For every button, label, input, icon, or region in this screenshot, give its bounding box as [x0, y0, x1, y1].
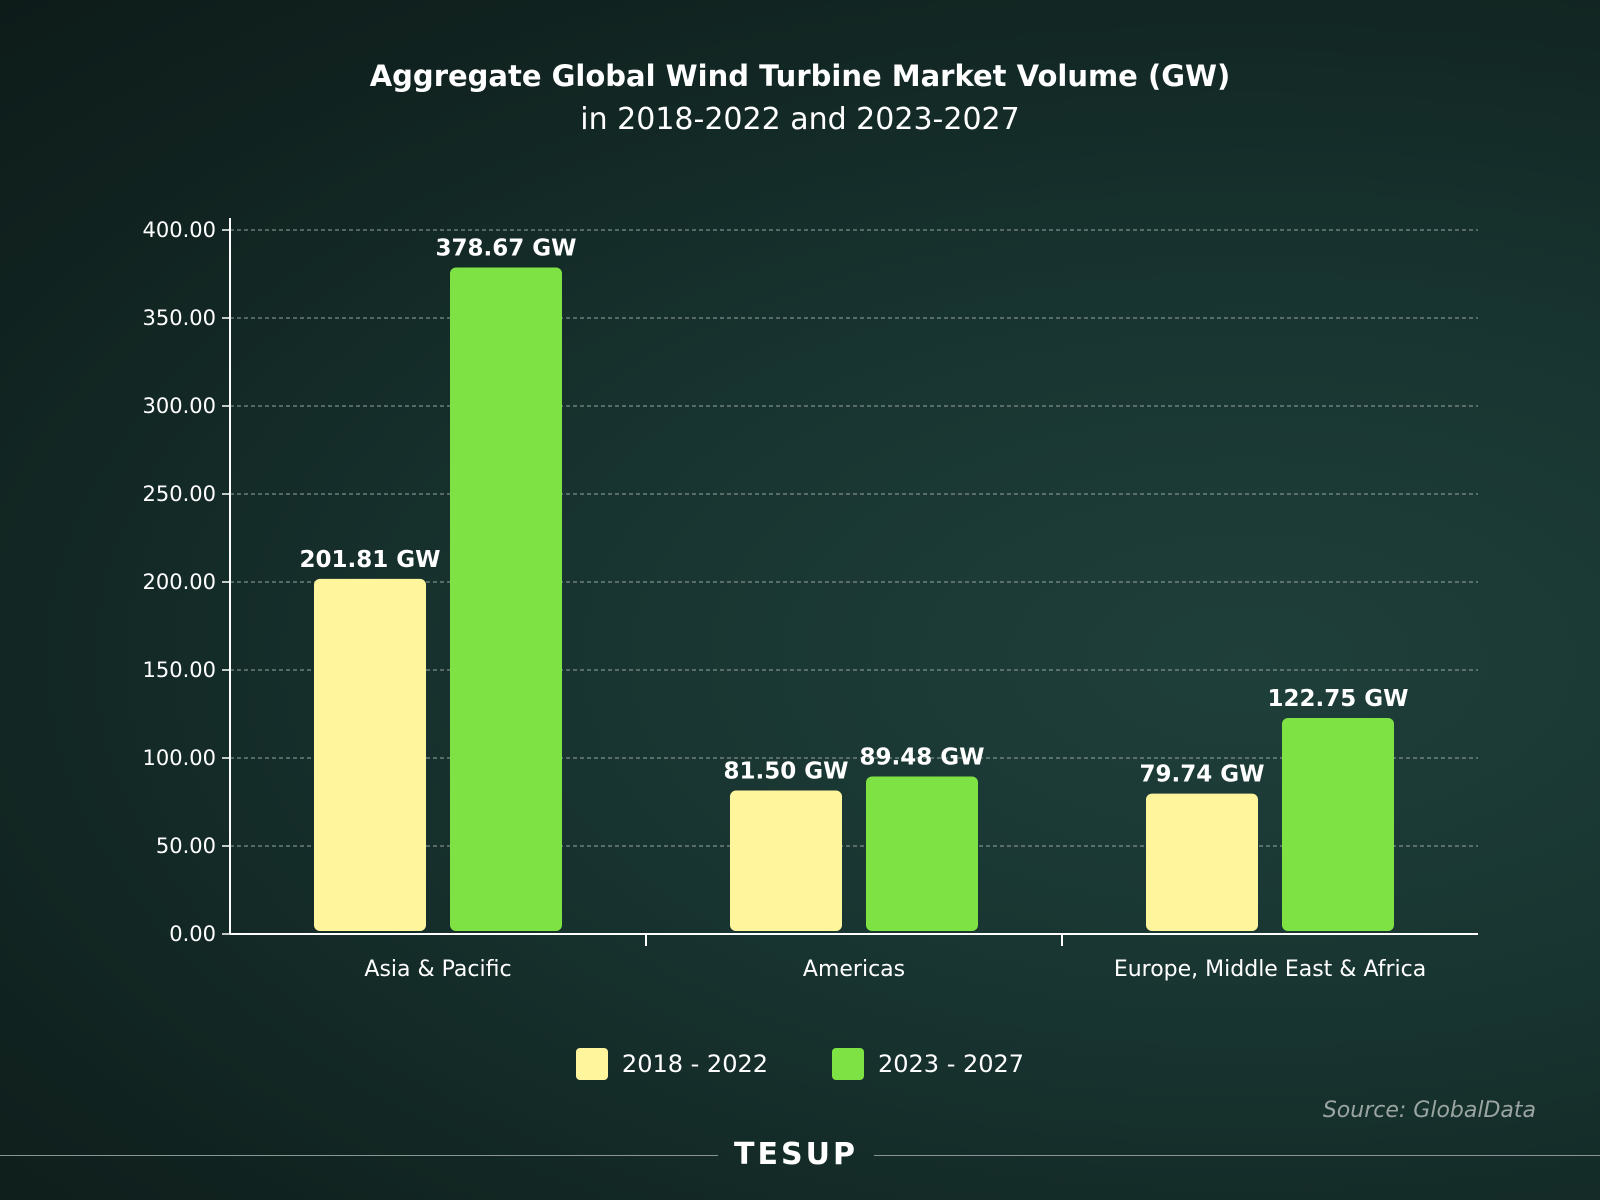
- category-label: Americas: [803, 957, 905, 982]
- grid-lines: [222, 229, 1478, 935]
- data-labels: 201.81 GW 378.67 GW 81.50 GW 89.48 GW 79.74 …: [299, 236, 1408, 788]
- data-label: 79.74 GW: [1139, 762, 1264, 788]
- y-tick-label: 300.00: [143, 394, 216, 418]
- y-tick-label: 400.00: [143, 218, 216, 242]
- legend-label-series-1: 2018 - 2022: [621, 1050, 768, 1078]
- y-tick-label: 250.00: [143, 482, 216, 506]
- legend-swatch-series-2: [832, 1048, 864, 1080]
- y-tick-label: 350.00: [143, 306, 216, 330]
- chart-subtitle: in 2018-2022 and 2023-2027: [580, 102, 1020, 137]
- bar-series-1-cat-3[interactable]: [1146, 793, 1258, 931]
- data-label: 201.81 GW: [299, 547, 440, 573]
- data-label: 89.48 GW: [859, 745, 984, 771]
- legend-item-series-1[interactable]: 2018 - 2022: [575, 1048, 768, 1080]
- category-label: Asia & Pacific: [364, 957, 511, 982]
- bar-series-1-cat-1[interactable]: [314, 578, 426, 931]
- axes: [229, 218, 1478, 946]
- footer-divider-left: [0, 1155, 718, 1156]
- brand-logo: TESUP: [734, 1137, 858, 1172]
- bar-series-2-cat-3[interactable]: [1282, 717, 1394, 931]
- source-note: Source: GlobalData: [1322, 1098, 1536, 1123]
- bar-chart: 0.00 50.00 100.00 150.00 200.00 250.00 300.00 3…: [143, 218, 1478, 982]
- title-block: Aggregate Global Wind Turbine Market Vol…: [0, 52, 1600, 140]
- y-tick-label: 0.00: [169, 922, 216, 946]
- footer-divider-right: [874, 1155, 1600, 1156]
- chart-title: Aggregate Global Wind Turbine Market Vol…: [369, 59, 1231, 93]
- data-label: 378.67 GW: [435, 236, 576, 262]
- data-label: 122.75 GW: [1267, 686, 1408, 712]
- legend-label-series-2: 2023 - 2027: [878, 1050, 1025, 1078]
- bars: [314, 267, 1394, 932]
- y-axis-tick-labels: 0.00 50.00 100.00 150.00 200.00 250.00 300.00 3…: [143, 218, 216, 946]
- x-axis-category-labels: Asia & Pacific Americas Europe, Middle Eas…: [364, 957, 1426, 982]
- legend: 2018 - 2022 2023 - 2027: [0, 1048, 1600, 1080]
- y-tick-label: 200.00: [143, 570, 216, 594]
- category-label: Europe, Middle East & Africa: [1114, 957, 1426, 982]
- legend-item-series-2[interactable]: 2023 - 2027: [832, 1048, 1024, 1080]
- y-tick-label: 150.00: [143, 658, 216, 682]
- bar-series-1-cat-2[interactable]: [730, 790, 842, 931]
- data-label: 81.50 GW: [723, 759, 848, 785]
- y-tick-label: 50.00: [156, 834, 216, 858]
- legend-swatch-series-1: [575, 1048, 608, 1080]
- bar-series-2-cat-2[interactable]: [866, 776, 978, 931]
- y-tick-label: 100.00: [143, 746, 216, 770]
- bar-series-2-cat-1[interactable]: [450, 267, 562, 932]
